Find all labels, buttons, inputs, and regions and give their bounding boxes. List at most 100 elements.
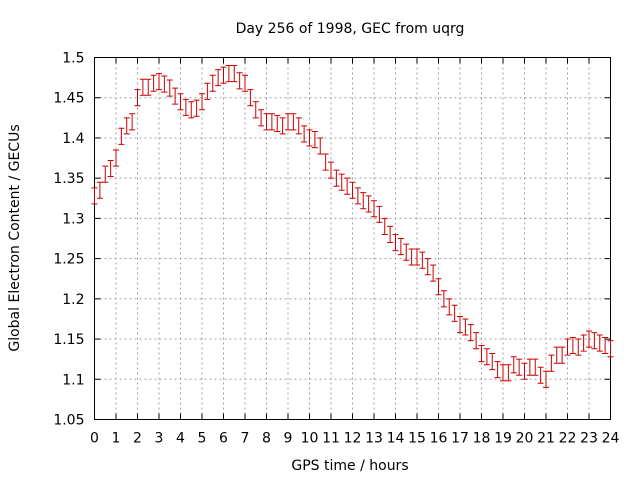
y-axis-label: Global Electron Content / GECUs [7,124,23,351]
data-point [349,181,356,199]
data-point [483,348,490,366]
data-point [177,93,184,111]
data-point [602,336,609,355]
y-tick-label: 1.35 [53,171,84,187]
data-point [397,238,404,256]
x-tick-label: 21 [537,431,555,447]
data-point [446,298,453,316]
data-point [564,338,571,356]
data-point [96,181,103,199]
data-point [408,248,415,266]
data-point [532,358,539,376]
x-tick-label: 10 [301,431,319,447]
data-point [467,324,474,342]
y-tick-label: 1.15 [53,332,84,348]
x-axis-label: GPS time / hours [291,458,408,474]
data-point [172,87,179,105]
data-point [317,137,324,155]
x-tick-label: 1 [112,431,121,447]
x-tick-label: 9 [284,431,293,447]
x-tick-label: 3 [155,431,164,447]
x-tick-label: 7 [241,431,250,447]
data-point [258,109,265,127]
data-point [242,74,248,92]
data-point [419,251,426,269]
data-point [365,195,372,213]
x-tick-label: 22 [559,431,577,447]
data-point [166,79,173,97]
data-point [247,89,254,107]
y-tick-label: 1.05 [53,413,84,429]
data-point [150,74,157,92]
data-point [182,98,189,116]
x-tick-label: 24 [602,431,620,447]
data-point [462,318,469,336]
data-point [457,316,463,334]
data-point [156,73,162,91]
data-point [193,99,200,117]
x-tick-label: 20 [516,431,534,447]
data-point [473,332,480,350]
data-series [91,65,614,388]
data-point [376,205,383,223]
data-point [548,354,555,372]
x-tick-label: 14 [387,431,405,447]
data-point [236,72,243,90]
x-tick-label: 16 [430,431,448,447]
data-point [306,129,313,147]
data-point [123,117,130,135]
data-point [354,187,361,205]
data-point [231,65,238,83]
data-point [403,243,410,261]
data-point [586,330,592,348]
x-tick-label: 8 [262,431,271,447]
data-point [435,278,442,296]
x-tick-labels: 0 1 2 3 4 5 6 7 8 9 10 11 12 13 14 15 16 17 18 19 20 21 22 23 24 [90,431,619,447]
data-point [360,192,367,210]
data-point [225,65,232,83]
y-tick-label: 1.3 [62,211,84,227]
data-point [596,334,603,352]
data-point [215,69,222,87]
data-point [478,344,485,363]
x-tick-label: 17 [451,431,469,447]
data-point [338,173,345,191]
data-point [274,114,281,133]
data-point [107,159,114,178]
x-tick-label: 12 [344,431,362,447]
data-point [145,78,152,96]
data-point [139,78,146,96]
axis-ticks [94,57,611,420]
x-tick-label: 6 [219,431,228,447]
x-tick-label: 4 [176,431,185,447]
data-point [537,366,544,384]
data-point [102,165,109,183]
data-point [134,89,141,107]
data-point [607,340,614,358]
data-point [263,113,270,131]
data-point [311,131,318,149]
data-point [591,332,598,350]
data-point [113,149,119,167]
data-point [569,336,576,355]
data-point [344,177,351,195]
x-tick-label: 2 [133,431,142,447]
data-point [414,248,420,266]
data-point [371,200,377,218]
y-tick-labels: 1.05 1.1 1.15 1.2 1.25 1.3 1.35 1.4 1.45 1.5 [53,51,84,429]
data-point [505,364,512,382]
data-point [440,290,447,308]
data-point [424,258,431,276]
chart-title: Day 256 of 1998, GEC from uqrg [236,21,465,37]
data-point [268,113,275,131]
y-tick-label: 1.1 [62,372,84,388]
data-point [510,356,517,374]
x-tick-label: 23 [580,431,598,447]
grid [94,57,611,420]
data-point [285,113,291,131]
x-tick-label: 19 [494,431,512,447]
data-point [387,225,394,244]
data-point [500,364,506,382]
x-tick-label: 15 [408,431,426,447]
y-tick-label: 1.5 [62,51,84,67]
